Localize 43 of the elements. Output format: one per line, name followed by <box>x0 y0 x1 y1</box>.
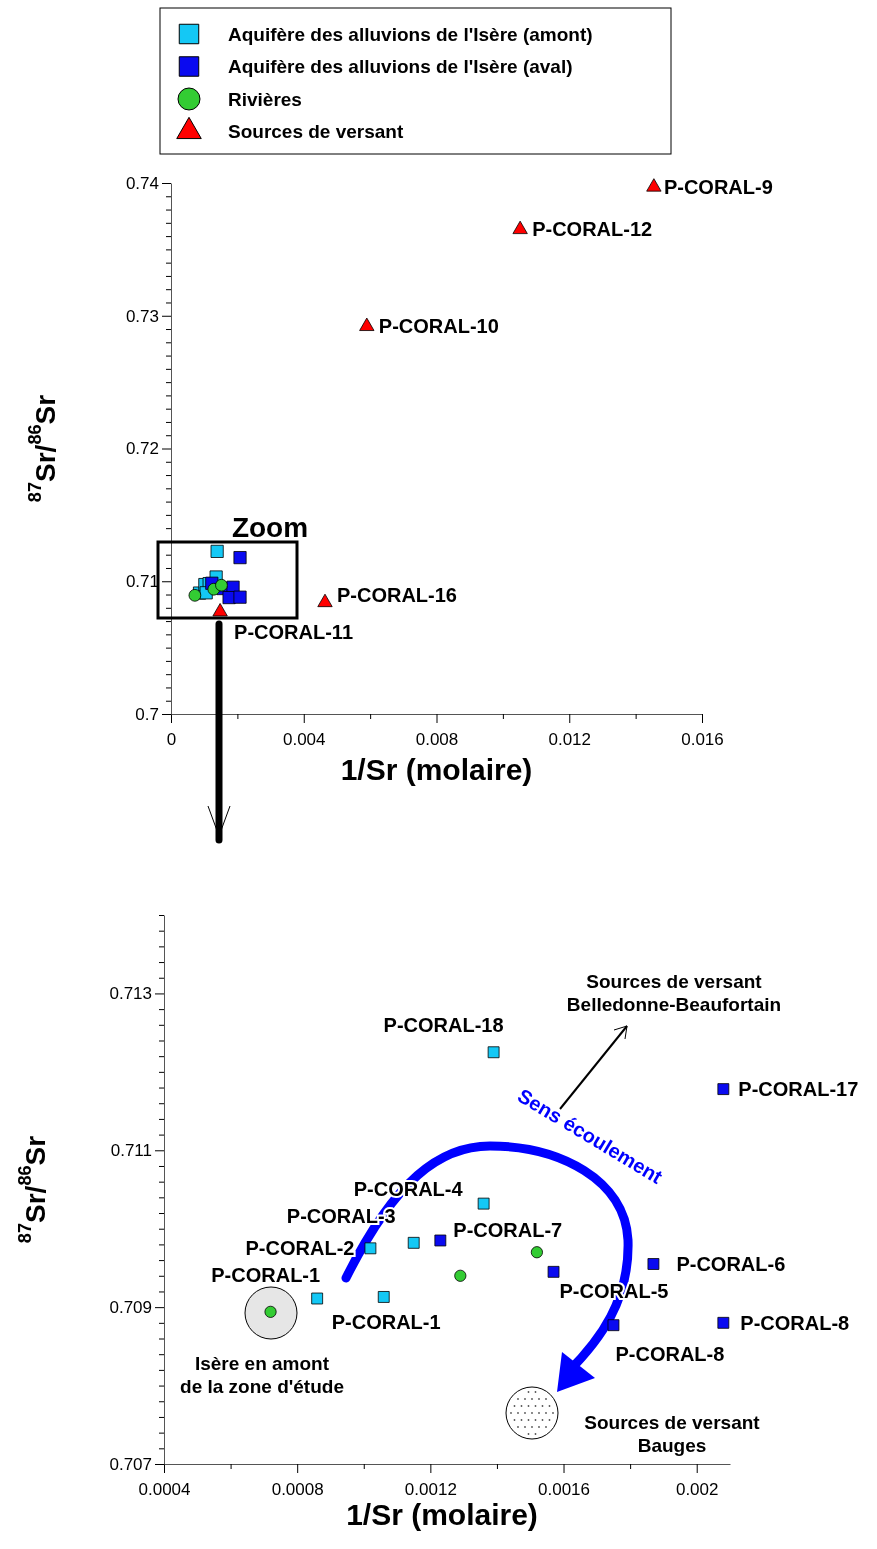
x-tick-label: 0.002 <box>675 1480 719 1500</box>
y-tick-label: 0.71 <box>125 572 159 592</box>
annotation: P-CORAL-7 <box>453 1219 563 1242</box>
annotation: P-CORAL-1 <box>211 1263 321 1286</box>
annotation: Isère en amont de la zone d'étude <box>180 1353 344 1397</box>
annotation: P-CORAL-10 <box>378 315 499 338</box>
annotation: P-CORAL-9 <box>663 175 773 198</box>
annotation: Sources de versant Belledonne-Beaufortain <box>566 971 782 1015</box>
x-tick-label: 0.016 <box>681 730 724 750</box>
x-tick-label: 0.0012 <box>404 1480 457 1500</box>
y-tick-label: 0.707 <box>109 1454 152 1474</box>
x-tick-label: 0.004 <box>282 730 326 750</box>
legend-label: Rivières <box>228 88 302 110</box>
annotation: P-CORAL-6 <box>676 1253 786 1276</box>
y-tick-label: 0.72 <box>125 439 159 459</box>
x-tick-label: 0.0016 <box>538 1480 591 1500</box>
x-tick-label: 0 <box>166 730 177 750</box>
x-tick-label: 0.0004 <box>138 1480 191 1500</box>
y-tick-label: 0.7 <box>135 704 159 724</box>
y-tick-label: 0.74 <box>125 173 159 193</box>
x-tick-label: 0.0008 <box>271 1480 324 1500</box>
y-tick-label: 0.713 <box>109 984 152 1004</box>
y-tick-label: 0.711 <box>110 1141 152 1161</box>
annotation: P-CORAL-8 <box>615 1343 725 1366</box>
annotation: P-CORAL-2 <box>245 1237 355 1260</box>
annotation: P-CORAL-16 <box>336 584 458 607</box>
y-tick-label: 0.709 <box>109 1298 152 1318</box>
x-tick-label: 0.008 <box>415 730 459 750</box>
y-tick-label: 0.73 <box>125 306 159 326</box>
annotation: Sources de versant Bauges <box>584 1412 761 1456</box>
annotation: P-CORAL-11 <box>234 620 354 643</box>
annotation: P-CORAL-12 <box>532 218 653 241</box>
annotation: P-CORAL-1 <box>331 1310 441 1333</box>
legend-label: Aquifère des alluvions de l'Isère (aval) <box>228 56 573 77</box>
annotation: P-CORAL-8 <box>740 1311 850 1334</box>
x-axis-title: 1/Sr (molaire) <box>340 753 533 786</box>
x-tick-label: 0.012 <box>548 730 592 750</box>
annotation: P-CORAL-17 <box>738 1078 859 1101</box>
legend-label: Sources de versant <box>228 121 404 142</box>
annotation: P-CORAL-18 <box>383 1014 504 1037</box>
legend-label: Aquifère des alluvions de l'Isère (amont) <box>228 23 593 45</box>
x-axis-title: 1/Sr (molaire) <box>346 1498 538 1531</box>
annotation: Zoom <box>231 511 309 543</box>
